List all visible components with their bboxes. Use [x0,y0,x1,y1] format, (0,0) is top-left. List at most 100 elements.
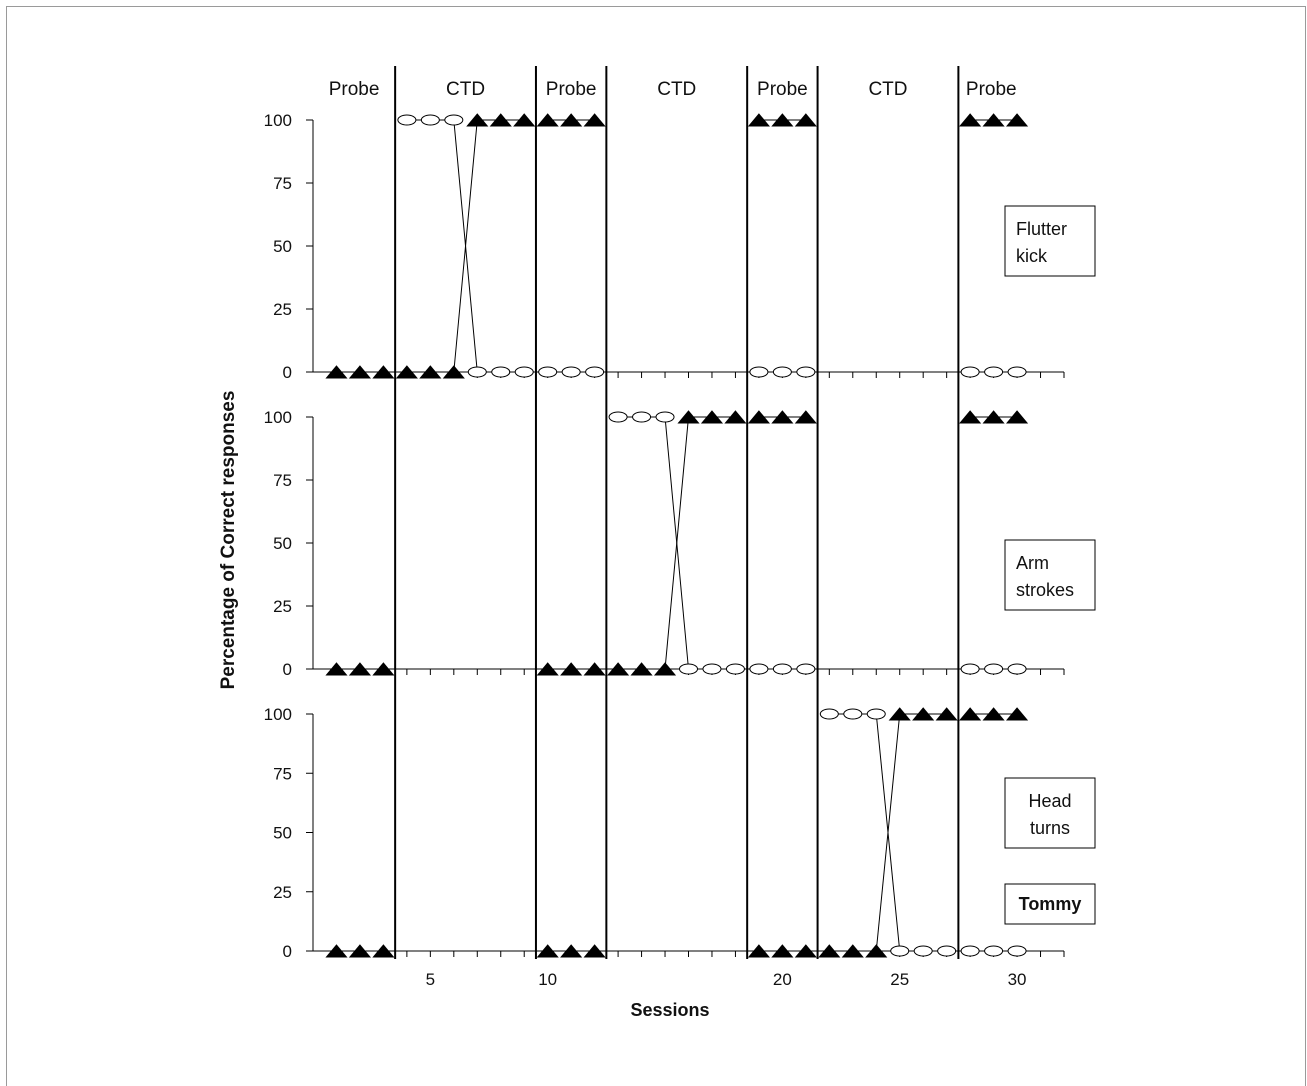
participant-label: Tommy [1019,894,1082,914]
ellipse-data-point [397,114,417,126]
ellipse-data-point [772,663,792,675]
ellipse-data-point [585,366,605,378]
triangle-data-point [583,662,606,676]
triangle-data-point [419,365,442,379]
triangle-data-point [395,365,418,379]
phase-label: CTD [868,79,907,100]
triangle-data-point [771,113,794,127]
triangle-data-point [794,944,817,958]
y-tick-label: 25 [273,300,292,319]
ellipse-data-point [632,411,652,423]
triangle-data-point [466,113,489,127]
triangle-data-point [700,410,724,424]
ellipse-data-point [749,663,769,675]
y-tick-label: 0 [283,942,292,961]
triangle-data-point [489,113,512,127]
ellipse-data-point [655,411,675,423]
triangle-data-point [912,707,935,721]
series-line-segment [453,119,478,373]
ellipse-data-point [608,411,628,423]
ellipse-data-point [843,708,863,720]
axes-layer: 0 25 50 75 100 0 25 50 75 100 0 25 50 75 100 5 10 20 25 30 [264,111,1065,989]
triangle-data-point [982,707,1005,721]
triangle-data-point [794,113,817,127]
triangle-data-point [325,662,348,676]
series-layer [325,113,1029,958]
ellipse-data-point [984,663,1004,675]
triangle-data-point [607,662,630,676]
ellipse-data-point [702,663,722,675]
y-tick-label: 75 [273,764,292,783]
ellipse-data-point [467,366,487,378]
ellipse-data-point [444,114,464,126]
y-tick-label: 50 [273,824,292,843]
triangle-data-point [1005,410,1029,424]
ellipse-data-point [960,945,980,957]
triangle-data-point [865,944,888,958]
behavior-label: strokes [1016,580,1074,600]
behavior-label-box [1004,777,1096,849]
behavior-label: Flutter [1016,219,1067,239]
ellipse-data-point [960,663,980,675]
triangle-data-point [325,365,348,379]
behavior-label: turns [1030,818,1070,838]
ellipse-data-point [1007,366,1027,378]
triangle-data-point [372,365,395,379]
ellipse-data-point [1007,663,1027,675]
phase-layer [394,66,960,959]
triangle-data-point [959,410,982,424]
triangle-data-point [536,662,559,676]
x-tick-label: 25 [890,970,909,989]
x-axis-title: Sessions [630,1000,709,1020]
x-tick-label: 20 [773,970,792,989]
ellipse-data-point [679,663,698,675]
ellipse-data-point [819,708,839,720]
behavior-label-box [1004,539,1096,611]
ellipse-data-point [538,366,558,378]
label-layer: Probe CTD Probe CTD Probe CTD Probe Sessions Per… [218,79,1096,1020]
ellipse-data-point [514,366,534,378]
triangle-data-point [372,944,395,958]
behavior-label: Head [1028,791,1071,811]
triangle-data-point [536,113,559,127]
triangle-data-point [630,662,653,676]
triangle-data-point [982,410,1005,424]
ellipse-data-point [960,366,980,378]
phase-label: Probe [966,79,1017,100]
ellipse-data-point [420,114,440,126]
ellipse-data-point [890,945,910,957]
triangle-data-point [747,113,770,127]
y-tick-label: 25 [273,883,292,902]
phase-label: CTD [446,79,485,100]
phase-label: Probe [757,79,808,100]
triangle-data-point [794,410,817,424]
phase-label: Probe [329,79,380,100]
y-tick-label: 75 [273,471,292,490]
y-tick-label: 75 [273,174,292,193]
triangle-data-point [513,113,536,127]
behavior-label-box [1004,205,1096,277]
triangle-data-point [818,944,841,958]
triangle-data-point [348,662,372,676]
triangle-data-point [442,365,465,379]
triangle-data-point [583,113,606,127]
triangle-data-point [1005,707,1029,721]
series-line-segment [664,416,689,670]
phase-label: Probe [546,79,597,100]
y-tick-label: 25 [273,597,292,616]
ellipse-data-point [725,663,745,675]
y-tick-label: 0 [283,363,292,382]
triangle-data-point [841,944,864,958]
triangle-data-point [771,410,794,424]
y-tick-label: 100 [264,408,292,427]
y-tick-label: 50 [273,237,292,256]
triangle-data-point [959,707,982,721]
ellipse-data-point [491,366,511,378]
y-tick-label: 0 [283,660,292,679]
triangle-data-point [348,944,372,958]
triangle-data-point [677,410,700,424]
y-tick-label: 100 [264,111,292,130]
triangle-data-point [747,944,770,958]
ellipse-data-point [796,663,816,675]
behavior-label: kick [1016,246,1048,266]
